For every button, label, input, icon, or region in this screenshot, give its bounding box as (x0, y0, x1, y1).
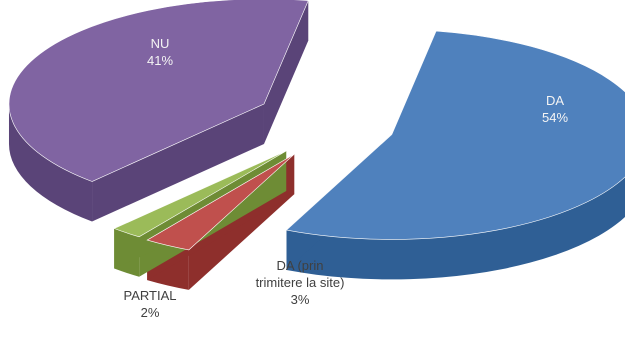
slice-name-label: DA (prin (277, 258, 324, 273)
slice-side-da (286, 176, 625, 280)
slice-label-partial: PARTIAL 2% (124, 288, 177, 320)
slice-tops-layer (8, 0, 625, 251)
slice-da-prin-trimitere-la-site (146, 154, 295, 251)
slice-da (285, 30, 625, 240)
slice-name-label: PARTIAL (124, 288, 177, 303)
slice-label-da: DA 54% (542, 93, 568, 125)
slice-side-nu (8, 103, 93, 222)
slice-labels-layer: DA 54% DA (prin trimitere la site) 3% PARTIAL… (124, 36, 569, 320)
slice-label-da-prin-trimitere-la-site: DA (prin trimitere la site) 3% (256, 258, 345, 307)
slice-value-label: 2% (141, 305, 160, 320)
slice-value-label: 3% (291, 292, 310, 307)
slice-value-label: 41% (147, 53, 173, 68)
slice-label-nu: NU 41% (147, 36, 173, 68)
slice-name-label: NU (151, 36, 170, 51)
slice-partial (113, 150, 287, 238)
slice-value-label: 54% (542, 110, 568, 125)
slice-wall-nu-0 (92, 103, 264, 222)
slice-name-label: trimitere la site) (256, 275, 345, 290)
slice-nu (8, 0, 309, 182)
slice-wall-nu-1 (263, 0, 309, 144)
slice-name-label: DA (546, 93, 564, 108)
